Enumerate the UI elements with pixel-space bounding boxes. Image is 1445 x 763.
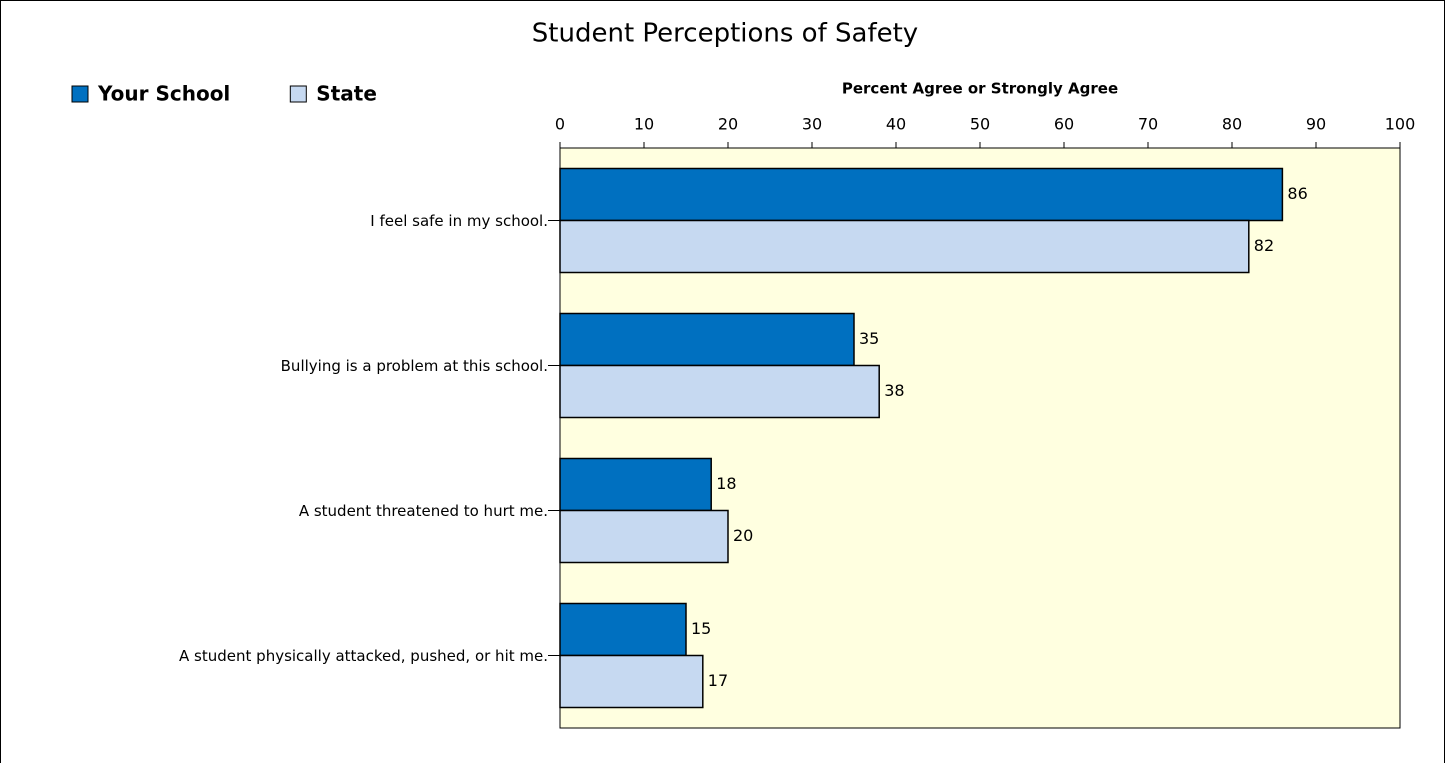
bar — [559, 167, 1284, 222]
x-tick-label: 70 — [1138, 115, 1158, 134]
data-label: 20 — [733, 526, 753, 545]
data-label: 82 — [1254, 236, 1274, 255]
bar — [559, 219, 1250, 274]
x-tick-label: 80 — [1222, 115, 1242, 134]
x-tick-label: 0 — [555, 115, 565, 134]
x-tick-label: 100 — [1385, 115, 1416, 134]
legend-swatch — [289, 85, 307, 103]
bar — [559, 457, 712, 512]
bar — [559, 654, 704, 709]
data-label: 86 — [1287, 184, 1307, 203]
bar — [559, 509, 729, 564]
y-tick-label: A student threatened to hurt me. — [298, 501, 548, 520]
data-label: 18 — [716, 474, 736, 493]
bar — [559, 602, 687, 657]
x-tick-label: 90 — [1306, 115, 1326, 134]
x-tick-label: 10 — [634, 115, 654, 134]
data-label: 38 — [884, 381, 904, 400]
x-tick-label: 50 — [970, 115, 990, 134]
bar — [559, 364, 880, 419]
legend-label: State — [316, 82, 377, 106]
data-label: 15 — [691, 619, 711, 638]
x-axis-title: Percent Agree or Strongly Agree — [842, 80, 1118, 98]
y-tick-label: Bullying is a problem at this school. — [280, 356, 548, 375]
x-tick-label: 20 — [718, 115, 738, 134]
x-tick-label: 60 — [1054, 115, 1074, 134]
data-label: 17 — [708, 671, 728, 690]
legend-label: Your School — [97, 82, 230, 106]
x-tick-label: 40 — [886, 115, 906, 134]
y-tick-label: A student physically attacked, pushed, o… — [179, 646, 548, 665]
legend-swatch — [71, 85, 89, 103]
bar — [559, 312, 855, 367]
data-label: 35 — [859, 329, 879, 348]
y-tick-label: I feel safe in my school. — [370, 211, 548, 230]
chart-title: Student Perceptions of Safety — [532, 19, 918, 49]
x-tick-label: 30 — [802, 115, 822, 134]
